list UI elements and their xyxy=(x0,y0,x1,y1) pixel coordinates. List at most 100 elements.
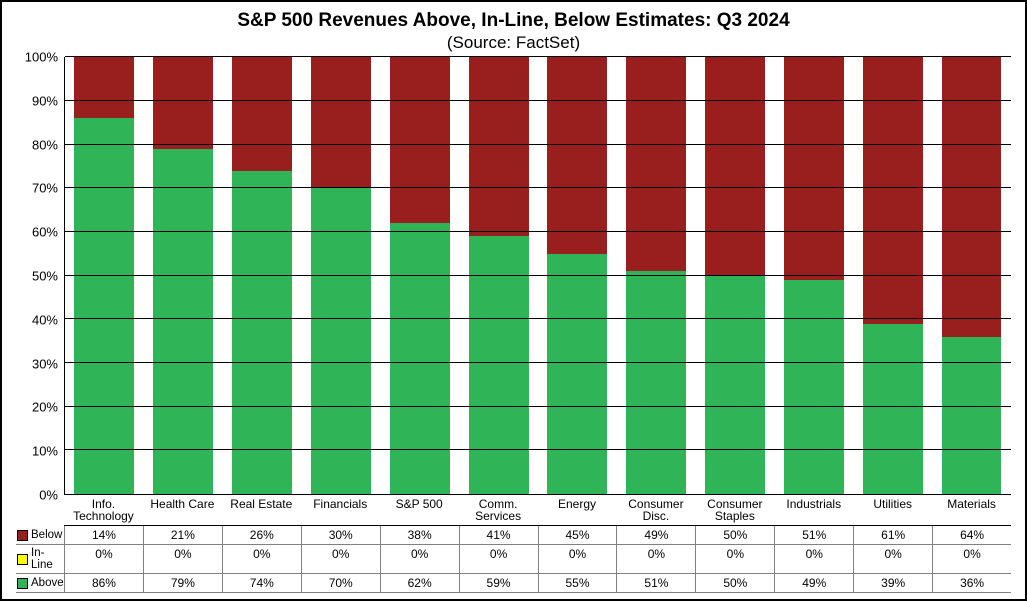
table-cell: 50% xyxy=(696,526,775,545)
table-cell: 0% xyxy=(775,545,854,574)
bar-segment-above xyxy=(232,171,292,494)
x-axis-label: Financials xyxy=(301,495,380,526)
table-cell: 64% xyxy=(933,526,1011,545)
table-cell: 0% xyxy=(696,545,775,574)
legend-marker xyxy=(17,578,28,589)
bar-segment-below xyxy=(863,57,923,323)
table-cell: 0% xyxy=(854,545,933,574)
y-tick-label: 20% xyxy=(32,400,58,415)
y-tick-label: 80% xyxy=(32,137,58,152)
legend-label: Above xyxy=(31,577,64,589)
grid-line xyxy=(65,231,1011,232)
bar-stack xyxy=(311,57,371,494)
bar-segment-below xyxy=(232,57,292,171)
bar-segment-above xyxy=(784,280,844,494)
bar-stack xyxy=(626,57,686,494)
table-cell: 55% xyxy=(539,574,618,593)
table-cell: 0% xyxy=(302,545,381,574)
bar-segment-above xyxy=(626,271,686,494)
legend-label: In-Line xyxy=(31,547,64,571)
x-axis-label: Materials xyxy=(932,495,1011,526)
table-cell: 0% xyxy=(223,545,302,574)
bar-slot xyxy=(380,57,459,494)
x-axis-label: Energy xyxy=(538,495,617,526)
table-cell: 50% xyxy=(696,574,775,593)
table-cell: 0% xyxy=(617,545,696,574)
chart-subtitle: (Source: FactSet) xyxy=(16,33,1011,53)
bar-stack xyxy=(390,57,450,494)
table-cell: 30% xyxy=(302,526,381,545)
data-table: Below14%21%26%30%38%41%45%49%50%51%61%64… xyxy=(16,526,1011,593)
bar-stack xyxy=(469,57,529,494)
bar-segment-above xyxy=(390,223,450,494)
bar-slot xyxy=(301,57,380,494)
table-cell: 49% xyxy=(617,526,696,545)
bar-stack xyxy=(863,57,923,494)
table-cell: 36% xyxy=(933,574,1011,593)
grid-line xyxy=(65,449,1011,450)
x-axis-label: Real Estate xyxy=(222,495,301,526)
table-cell: 49% xyxy=(775,574,854,593)
plot-row: 0%10%20%30%40%50%60%70%80%90%100% xyxy=(16,57,1011,495)
bar-segment-above xyxy=(547,254,607,494)
table-cell: 14% xyxy=(65,526,144,545)
bar-stack xyxy=(74,57,134,494)
table-cell: 62% xyxy=(381,574,460,593)
bar-slot xyxy=(144,57,223,494)
table-cell: 86% xyxy=(65,574,144,593)
y-tick-label: 0% xyxy=(39,487,58,502)
bar-segment-below xyxy=(626,57,686,271)
table-cell: 0% xyxy=(460,545,539,574)
y-tick-label: 90% xyxy=(32,93,58,108)
chart-container: S&P 500 Revenues Above, In-Line, Below E… xyxy=(0,0,1027,601)
table-cell: 0% xyxy=(381,545,460,574)
bar-segment-above xyxy=(74,118,134,493)
grid-line xyxy=(65,406,1011,407)
bar-slot xyxy=(617,57,696,494)
bar-segment-below xyxy=(311,57,371,188)
x-axis-label: S&P 500 xyxy=(380,495,459,526)
bar-segment-below xyxy=(705,57,765,275)
table-row-cells: 86%79%74%70%62%59%55%51%50%49%39%36% xyxy=(64,574,1011,593)
bar-segment-below xyxy=(74,57,134,118)
y-tick-label: 100% xyxy=(25,50,58,65)
x-axis-labels: Info. TechnologyHealth CareReal EstateFi… xyxy=(64,495,1011,526)
grid-line xyxy=(65,318,1011,319)
table-cell: 74% xyxy=(223,574,302,593)
x-axis-label: Industrials xyxy=(774,495,853,526)
table-cell: 0% xyxy=(539,545,618,574)
bar-slot xyxy=(774,57,853,494)
bar-stack xyxy=(942,57,1002,494)
bar-stack xyxy=(232,57,292,494)
table-cell: 45% xyxy=(539,526,618,545)
table-cell: 38% xyxy=(381,526,460,545)
table-cell: 0% xyxy=(144,545,223,574)
table-cell: 39% xyxy=(854,574,933,593)
bar-slot xyxy=(459,57,538,494)
legend-label: Below xyxy=(31,529,62,541)
y-tick-label: 30% xyxy=(32,356,58,371)
grid-line xyxy=(65,144,1011,145)
x-axis-label: Info. Technology xyxy=(64,495,143,526)
bar-segment-above xyxy=(705,276,765,494)
bar-segment-below xyxy=(547,57,607,253)
table-cell: 51% xyxy=(775,526,854,545)
x-axis-label: Health Care xyxy=(143,495,222,526)
x-axis-label: Consumer Disc. xyxy=(616,495,695,526)
bar-segment-below xyxy=(469,57,529,236)
legend-marker xyxy=(17,554,28,565)
table-cell: 21% xyxy=(144,526,223,545)
x-axis-label: Consumer Staples xyxy=(695,495,774,526)
table-cell: 26% xyxy=(223,526,302,545)
bar-segment-above xyxy=(311,188,371,494)
grid-line xyxy=(65,362,1011,363)
y-tick-label: 70% xyxy=(32,181,58,196)
plot-wrap: 0%10%20%30%40%50%60%70%80%90%100% Info. … xyxy=(16,57,1011,593)
y-tick-label: 60% xyxy=(32,225,58,240)
table-cell: 0% xyxy=(933,545,1011,574)
table-cell: 51% xyxy=(617,574,696,593)
y-tick-label: 50% xyxy=(32,269,58,284)
y-tick-label: 40% xyxy=(32,312,58,327)
bar-segment-below xyxy=(784,57,844,280)
table-cell: 0% xyxy=(65,545,144,574)
